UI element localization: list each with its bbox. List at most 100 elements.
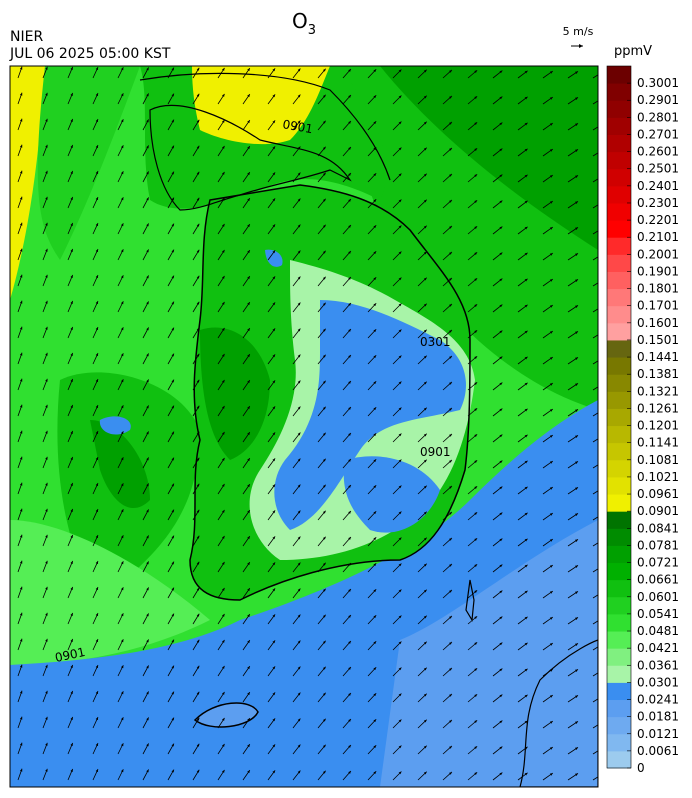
- wind-arrow: [417, 537, 427, 547]
- wind-arrow: [292, 94, 301, 105]
- wind-head: [322, 224, 326, 228]
- wind-head: [247, 302, 250, 306]
- wind-arrow: [592, 698, 598, 703]
- wind-head: [70, 664, 73, 668]
- wind-arrow: [67, 482, 74, 495]
- wind-head: [70, 118, 73, 122]
- wind-head: [398, 589, 402, 593]
- wind-head: [474, 746, 478, 749]
- wind-arrow: [567, 695, 579, 703]
- wind-arrow: [17, 352, 23, 365]
- wind-head: [524, 148, 528, 152]
- wind-head: [120, 639, 124, 643]
- wind-head: [221, 483, 225, 487]
- wind-arrow: [492, 330, 503, 339]
- wind-head: [95, 535, 99, 539]
- wind-arrow: [467, 381, 478, 391]
- wind-head: [146, 743, 149, 747]
- wind-head: [196, 691, 200, 695]
- wind-arrow: [217, 665, 225, 677]
- colorbar-segment: [607, 271, 631, 290]
- wind-head: [499, 174, 503, 178]
- wind-arrow: [567, 591, 579, 599]
- wind-head: [120, 249, 124, 253]
- wind-arrow: [567, 97, 579, 105]
- wind-head: [272, 146, 276, 150]
- wind-head: [499, 746, 503, 750]
- wind-arrow: [267, 614, 276, 625]
- wind-head: [70, 352, 73, 356]
- wind-arrow: [442, 69, 453, 79]
- wind-arrow: [242, 353, 251, 365]
- wind-arrow: [167, 275, 175, 287]
- colorbar-segment: [607, 117, 631, 135]
- wind-arrow: [367, 276, 377, 287]
- wind-head: [322, 562, 326, 566]
- wind-head: [247, 458, 250, 462]
- wind-arrow: [192, 275, 200, 287]
- wind-arrow: [142, 431, 149, 443]
- wind-arrow: [542, 746, 554, 755]
- wind-arrow: [342, 354, 352, 365]
- wind-head: [524, 252, 528, 256]
- wind-head: [45, 690, 48, 694]
- wind-arrow: [542, 694, 554, 703]
- wind-head: [247, 588, 250, 592]
- wind-arrow: [17, 196, 23, 209]
- wind-head: [322, 276, 326, 280]
- wind-head: [575, 461, 579, 464]
- wind-head: [272, 484, 276, 488]
- wind-shaft: [592, 256, 598, 261]
- wind-head: [398, 563, 402, 567]
- wind-arrow: [17, 638, 23, 651]
- wind-arrow: [467, 303, 478, 313]
- wind-head: [373, 355, 377, 359]
- wind-arrow: [42, 482, 48, 495]
- wind-head: [171, 301, 174, 305]
- wind-head: [297, 380, 301, 384]
- wind-head: [171, 613, 174, 617]
- wind-arrow: [417, 745, 427, 755]
- wind-head: [423, 433, 427, 437]
- wind-arrow: [367, 328, 377, 339]
- wind-arrow: [217, 405, 225, 417]
- wind-head: [95, 171, 99, 175]
- wind-arrow: [517, 278, 528, 287]
- wind-arrow: [17, 482, 23, 495]
- wind-arrow: [567, 305, 579, 313]
- wind-arrow: [92, 326, 99, 339]
- wind-head: [45, 534, 48, 538]
- wind-head: [600, 384, 603, 387]
- wind-head: [45, 326, 48, 330]
- wind-head: [120, 145, 124, 149]
- wind-head: [398, 641, 402, 645]
- wind-arrow: [442, 147, 453, 157]
- wind-head: [474, 278, 478, 281]
- map: 0901 0301 0901 0901: [10, 66, 603, 787]
- wind-arrow: [242, 457, 251, 469]
- wind-head: [524, 486, 528, 490]
- wind-head: [373, 329, 377, 333]
- wind-head: [70, 586, 73, 590]
- wind-arrow: [117, 223, 124, 235]
- wind-head: [524, 330, 528, 334]
- wind-arrow: [567, 747, 579, 755]
- wind-head: [499, 564, 503, 568]
- wind-head: [171, 405, 174, 409]
- wind-arrow: [117, 301, 124, 313]
- wind-shaft: [592, 594, 598, 599]
- wind-head: [247, 510, 250, 514]
- wind-arrow: [367, 666, 377, 677]
- wind-head: [272, 68, 276, 72]
- wind-arrow: [342, 614, 352, 625]
- wind-head: [474, 226, 478, 229]
- wind-shaft: [592, 776, 598, 781]
- wind-arrow: [492, 200, 503, 209]
- wind-arrow: [442, 225, 453, 235]
- agency: NIER: [10, 29, 43, 45]
- colorbar-label: 0.1381: [637, 367, 679, 381]
- wind-arrow: [217, 353, 225, 365]
- wind-head: [449, 95, 452, 99]
- wind-arrow: [342, 510, 352, 521]
- wind-arrow: [192, 509, 200, 521]
